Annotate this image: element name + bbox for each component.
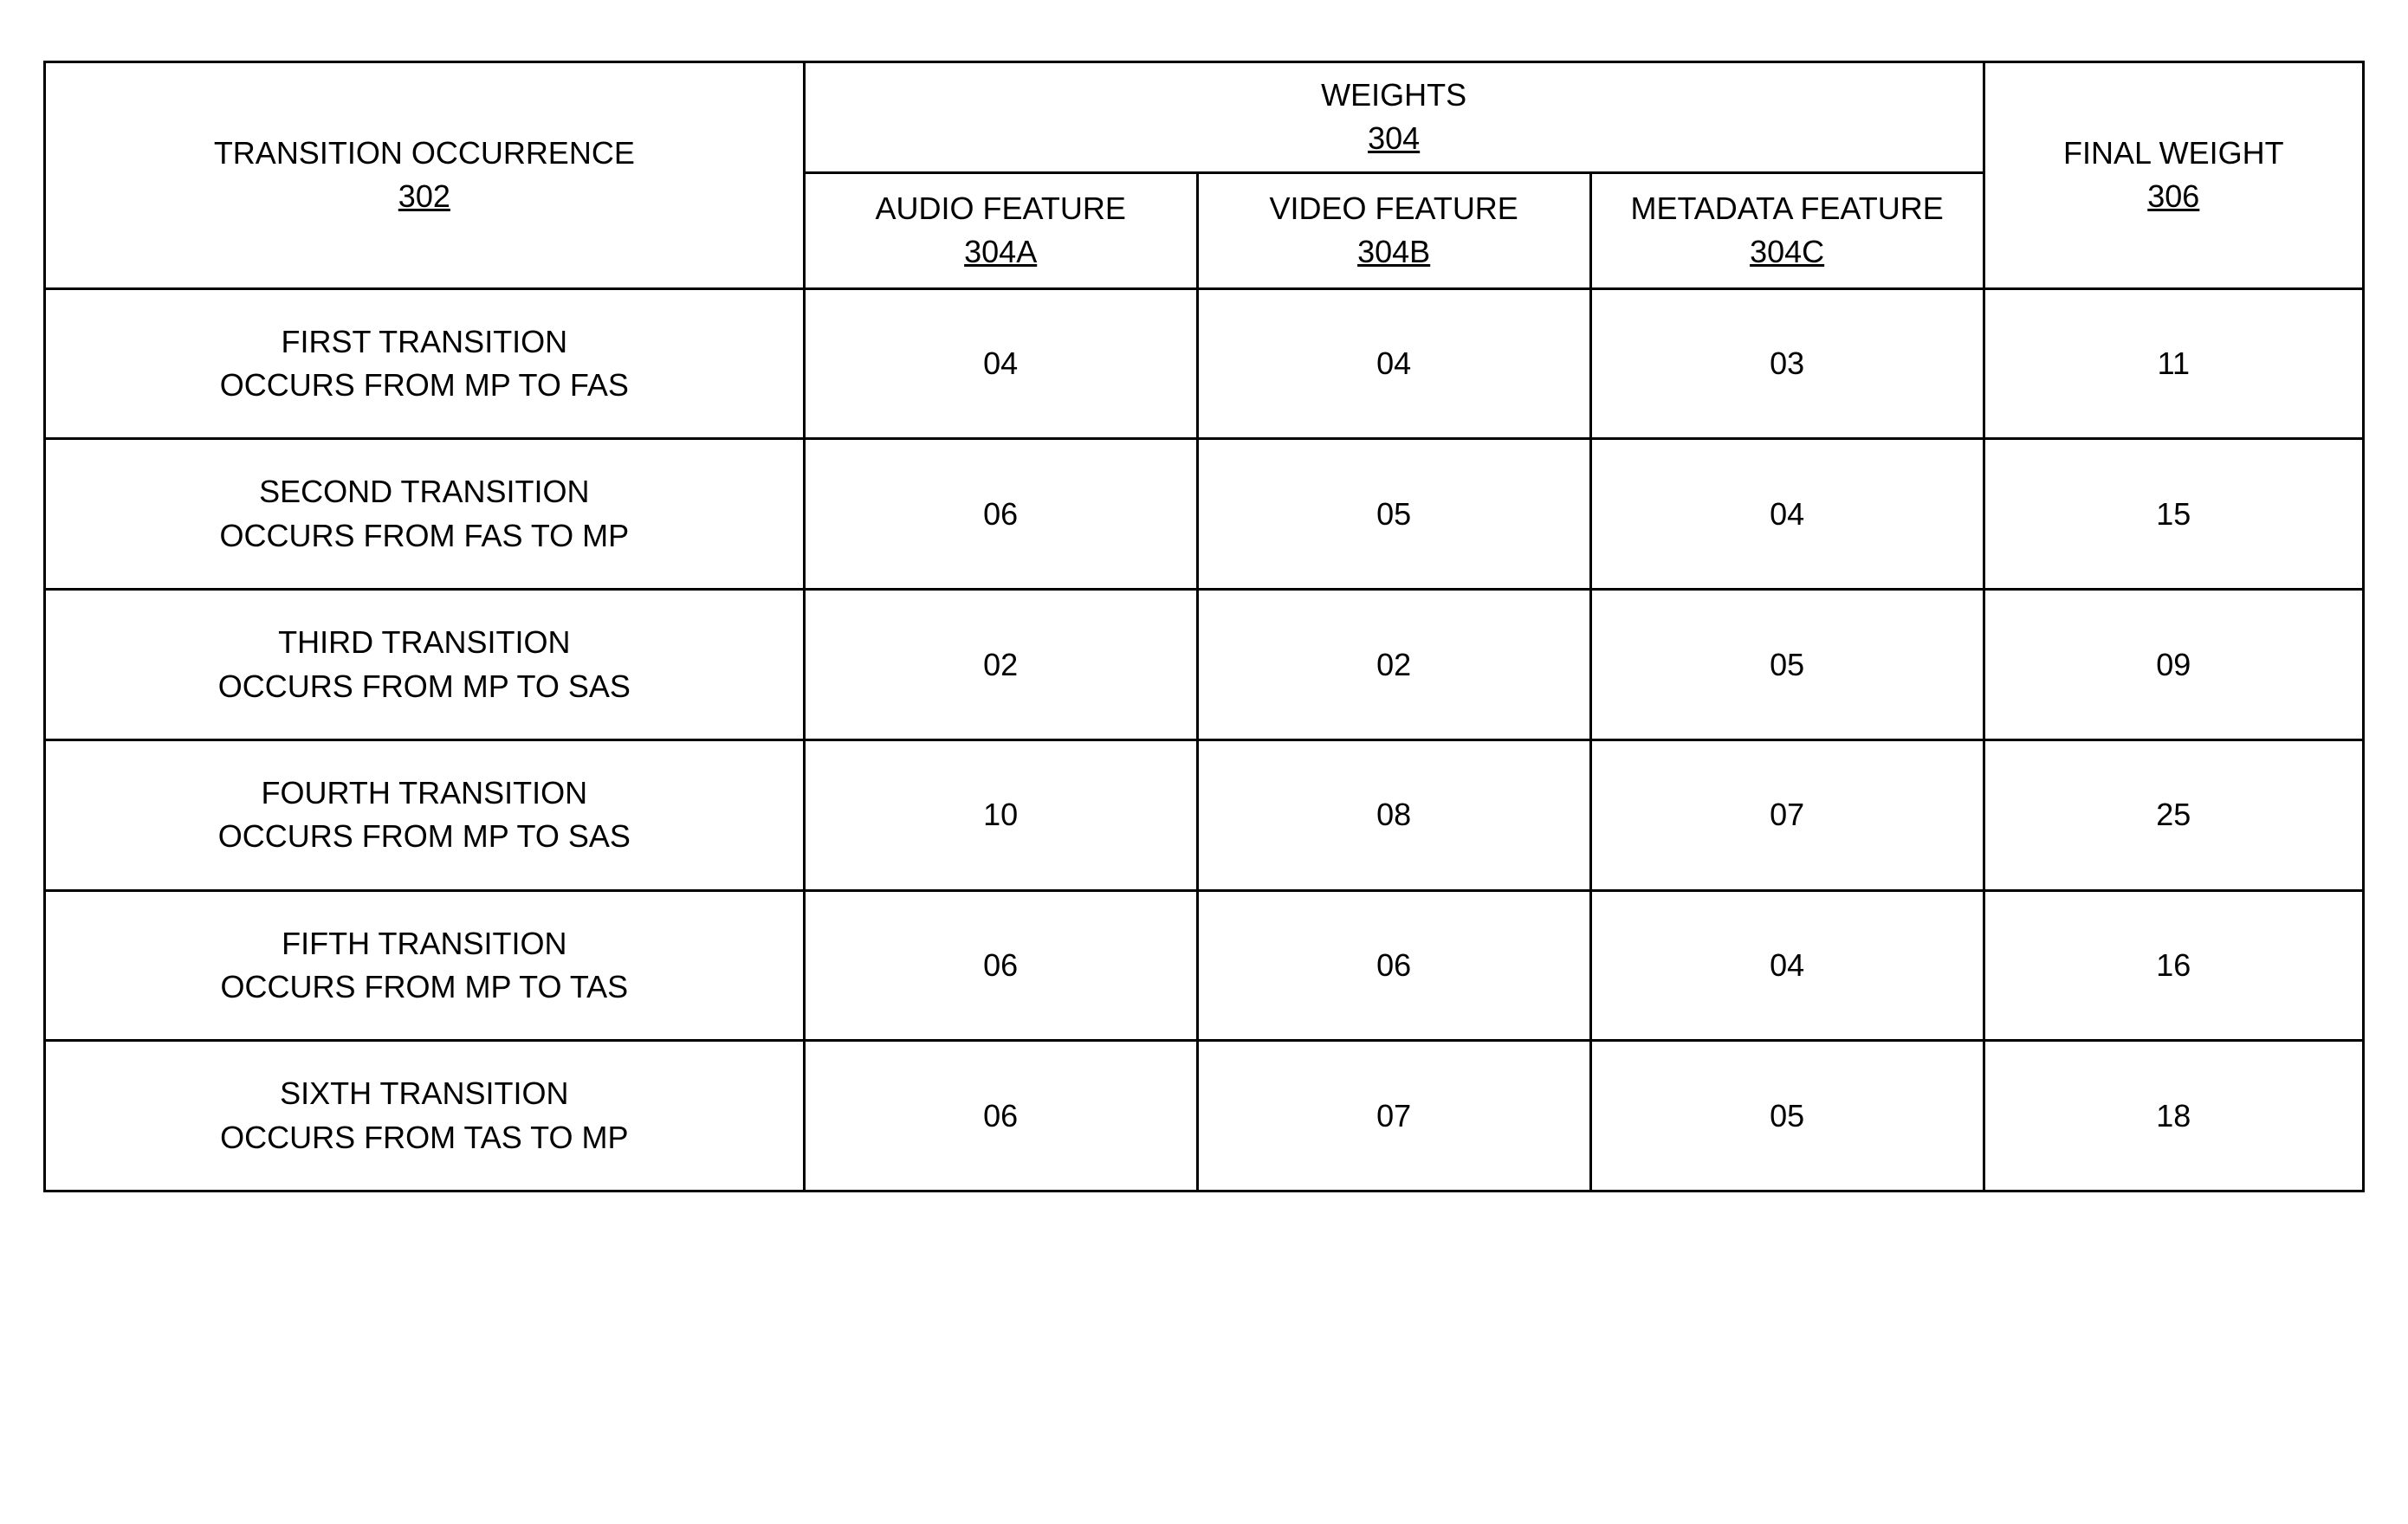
weights-table: TRANSITION OCCURRENCE 302 WEIGHTS 304 FI… [43,61,2365,1192]
cell-metadata: 07 [1590,739,1984,890]
table-row: FIFTH TRANSITION OCCURS FROM MP TO TAS 0… [45,890,2364,1041]
cell-video: 08 [1197,739,1590,890]
header-transition-label: TRANSITION OCCURRENCE [214,135,635,171]
cell-transition: FIRST TRANSITION OCCURS FROM MP TO FAS [45,288,805,439]
cell-video: 07 [1197,1041,1590,1191]
header-weights-label: WEIGHTS [1321,77,1466,113]
transition-line1: SIXTH TRANSITION [280,1075,568,1111]
header-audio-ref: 304A [964,234,1037,269]
table-row: THIRD TRANSITION OCCURS FROM MP TO SAS 0… [45,590,2364,740]
header-final-ref: 306 [2147,178,2199,214]
header-video-ref: 304B [1357,234,1430,269]
header-weights: WEIGHTS 304 [804,62,1984,173]
header-metadata-ref: 304C [1750,234,1824,269]
transition-line1: FOURTH TRANSITION [261,775,587,810]
cell-metadata: 05 [1590,1041,1984,1191]
transition-line2: OCCURS FROM MP TO TAS [220,969,628,1004]
header-final: FINAL WEIGHT 306 [1984,62,2363,289]
cell-audio: 06 [804,1041,1197,1191]
header-weights-ref: 304 [1368,120,1420,156]
cell-final: 16 [1984,890,2363,1041]
cell-final: 15 [1984,439,2363,590]
cell-metadata: 04 [1590,890,1984,1041]
table-row: FIRST TRANSITION OCCURS FROM MP TO FAS 0… [45,288,2364,439]
header-audio: AUDIO FEATURE 304A [804,172,1197,288]
cell-video: 02 [1197,590,1590,740]
cell-audio: 02 [804,590,1197,740]
header-metadata-label: METADATA FEATURE [1630,190,1943,226]
cell-audio: 06 [804,439,1197,590]
table-body: FIRST TRANSITION OCCURS FROM MP TO FAS 0… [45,288,2364,1191]
cell-metadata: 04 [1590,439,1984,590]
transition-line2: OCCURS FROM TAS TO MP [220,1120,628,1155]
transition-line2: OCCURS FROM MP TO SAS [218,818,631,854]
cell-final: 18 [1984,1041,2363,1191]
header-transition-ref: 302 [398,178,450,214]
header-audio-label: AUDIO FEATURE [875,190,1125,226]
transition-line2: OCCURS FROM MP TO FAS [220,367,629,403]
cell-audio: 04 [804,288,1197,439]
cell-audio: 10 [804,739,1197,890]
cell-final: 11 [1984,288,2363,439]
transition-line1: SECOND TRANSITION [259,474,589,509]
cell-transition: FOURTH TRANSITION OCCURS FROM MP TO SAS [45,739,805,890]
cell-transition: FIFTH TRANSITION OCCURS FROM MP TO TAS [45,890,805,1041]
table-row: SIXTH TRANSITION OCCURS FROM TAS TO MP 0… [45,1041,2364,1191]
transition-line1: FIFTH TRANSITION [282,926,566,961]
header-transition: TRANSITION OCCURRENCE 302 [45,62,805,289]
header-row-1: TRANSITION OCCURRENCE 302 WEIGHTS 304 FI… [45,62,2364,173]
header-final-label: FINAL WEIGHT [2063,135,2284,171]
cell-video: 05 [1197,439,1590,590]
transition-line1: THIRD TRANSITION [278,624,570,660]
cell-final: 25 [1984,739,2363,890]
cell-video: 04 [1197,288,1590,439]
transition-line2: OCCURS FROM MP TO SAS [218,668,631,704]
table-container: TRANSITION OCCURRENCE 302 WEIGHTS 304 FI… [43,61,2365,1192]
cell-transition: SECOND TRANSITION OCCURS FROM FAS TO MP [45,439,805,590]
cell-transition: THIRD TRANSITION OCCURS FROM MP TO SAS [45,590,805,740]
transition-line2: OCCURS FROM FAS TO MP [219,518,629,553]
table-row: FOURTH TRANSITION OCCURS FROM MP TO SAS … [45,739,2364,890]
transition-line1: FIRST TRANSITION [281,324,567,359]
cell-metadata: 05 [1590,590,1984,740]
header-video: VIDEO FEATURE 304B [1197,172,1590,288]
table-row: SECOND TRANSITION OCCURS FROM FAS TO MP … [45,439,2364,590]
cell-final: 09 [1984,590,2363,740]
header-video-label: VIDEO FEATURE [1269,190,1518,226]
cell-metadata: 03 [1590,288,1984,439]
cell-video: 06 [1197,890,1590,1041]
cell-transition: SIXTH TRANSITION OCCURS FROM TAS TO MP [45,1041,805,1191]
header-metadata: METADATA FEATURE 304C [1590,172,1984,288]
cell-audio: 06 [804,890,1197,1041]
